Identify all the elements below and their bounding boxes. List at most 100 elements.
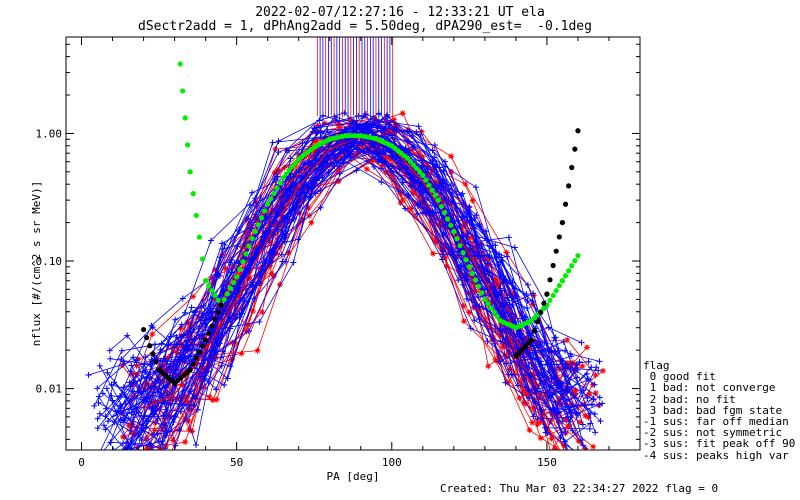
sector-curve-point: [442, 158, 449, 165]
sector-curve-point: [278, 223, 285, 230]
black-fit-point: [550, 262, 556, 269]
black-fit-point: [566, 183, 572, 189]
sector-curve-point: [124, 332, 131, 339]
sector-curve-point: [497, 289, 504, 296]
sector-curve-point: [486, 252, 493, 259]
sector-curve-point: [402, 145, 409, 152]
green-fit-point: [206, 283, 212, 289]
sector-curve-point: [485, 363, 492, 370]
sector-curve-point: [399, 110, 406, 117]
sector-curve-point: [520, 388, 527, 395]
sector-curve-point: [499, 343, 506, 350]
sector-curve-point: [108, 392, 115, 399]
sector-curve-point: [542, 429, 549, 436]
sector-curve-point: [587, 420, 594, 427]
sector-curve-point: [567, 366, 574, 373]
sector-curve-point: [414, 210, 421, 217]
black-fit-point: [199, 343, 206, 349]
sector-curve-point: [121, 453, 127, 459]
sector-curve-point: [374, 124, 381, 131]
sector-curve-point: [497, 332, 504, 339]
sector-curve-point: [493, 277, 500, 284]
sector-curve-point: [200, 302, 207, 309]
green-fit-point: [572, 258, 578, 264]
sector-curve-line: [97, 119, 556, 420]
sector-curve-point: [580, 387, 587, 394]
sector-curve-point: [595, 402, 602, 409]
green-fit-point: [454, 236, 460, 242]
sector-curve-point: [129, 429, 136, 436]
sector-curve-point: [128, 445, 135, 450]
sector-curve-point: [529, 301, 536, 308]
green-fit-point: [556, 283, 562, 289]
sector-curve-point: [203, 342, 210, 349]
green-fit-point: [426, 182, 432, 188]
sector-curve-point: [125, 422, 132, 429]
green-fit-point: [280, 175, 286, 181]
sector-curve-point: [271, 169, 278, 176]
sector-curve-point: [184, 342, 191, 349]
sector-curve-point: [531, 399, 538, 406]
green-fit-point: [569, 263, 575, 269]
sector-curve-point: [312, 148, 319, 155]
sector-curve-point: [467, 325, 474, 332]
black-fit-point: [572, 146, 578, 152]
sector-curve-point: [220, 307, 227, 314]
plot-frame: [65, 36, 641, 451]
x-axis-label: PA [deg]: [327, 470, 380, 483]
sector-curve-point: [523, 334, 530, 341]
sector-curve-point: [438, 217, 445, 224]
sector-curve-point: [242, 243, 249, 250]
green-fit-point: [566, 268, 572, 274]
sector-curve-point: [305, 184, 312, 191]
sector-curve-point: [157, 453, 163, 459]
sector-curve-point: [564, 359, 571, 366]
sector-curve-point: [248, 289, 255, 296]
sector-curve-point: [569, 359, 576, 366]
sector-curve-point: [471, 317, 478, 324]
sector-curve-point: [518, 341, 525, 348]
black-fit-point: [541, 300, 547, 306]
sector-curve-point: [299, 139, 306, 146]
sector-curve-line: [96, 128, 557, 417]
black-fit-point: [218, 302, 224, 308]
sector-curve-point: [184, 318, 191, 325]
green-fit-point: [230, 280, 237, 286]
sector-curve-point: [472, 279, 479, 286]
sector-curve-point: [408, 205, 415, 212]
sector-curve-point: [144, 453, 150, 459]
sector-curve-point: [349, 125, 356, 132]
sector-curve-point: [470, 304, 477, 311]
sector-curve-point: [189, 428, 196, 435]
black-fit-point: [538, 309, 544, 316]
sector-curve-point: [571, 367, 578, 374]
green-fit-point: [249, 235, 255, 242]
sector-curve-point: [155, 452, 161, 458]
sector-curve-point: [503, 249, 510, 256]
sector-curve-point: [438, 181, 445, 188]
sector-curve-point: [313, 148, 320, 155]
sector-curve-point: [170, 437, 177, 444]
black-fit-point: [559, 219, 566, 226]
sector-curve-point: [120, 358, 127, 365]
sector-curve-point: [124, 453, 130, 459]
sector-curve-point: [420, 209, 427, 216]
sector-curve-point: [537, 419, 544, 426]
green-fit-point: [423, 177, 429, 183]
green-fit-point: [289, 163, 296, 170]
sector-curve-point: [457, 272, 464, 279]
sector-curve-point: [530, 413, 537, 420]
green-fit-point: [193, 212, 199, 219]
sector-curve-point: [586, 425, 593, 432]
sector-curve-point: [256, 239, 263, 246]
sector-curve-point: [95, 453, 101, 459]
sector-curve-point: [483, 228, 490, 235]
sector-curve-point: [91, 402, 98, 409]
sector-curve-point: [548, 409, 555, 416]
sector-curve-point: [221, 242, 228, 249]
black-fit-point: [153, 359, 159, 365]
sector-curve-point: [385, 135, 392, 142]
sector-curve-point: [251, 295, 258, 302]
sector-curve-point: [555, 409, 562, 416]
sector-curve-point: [449, 212, 456, 219]
